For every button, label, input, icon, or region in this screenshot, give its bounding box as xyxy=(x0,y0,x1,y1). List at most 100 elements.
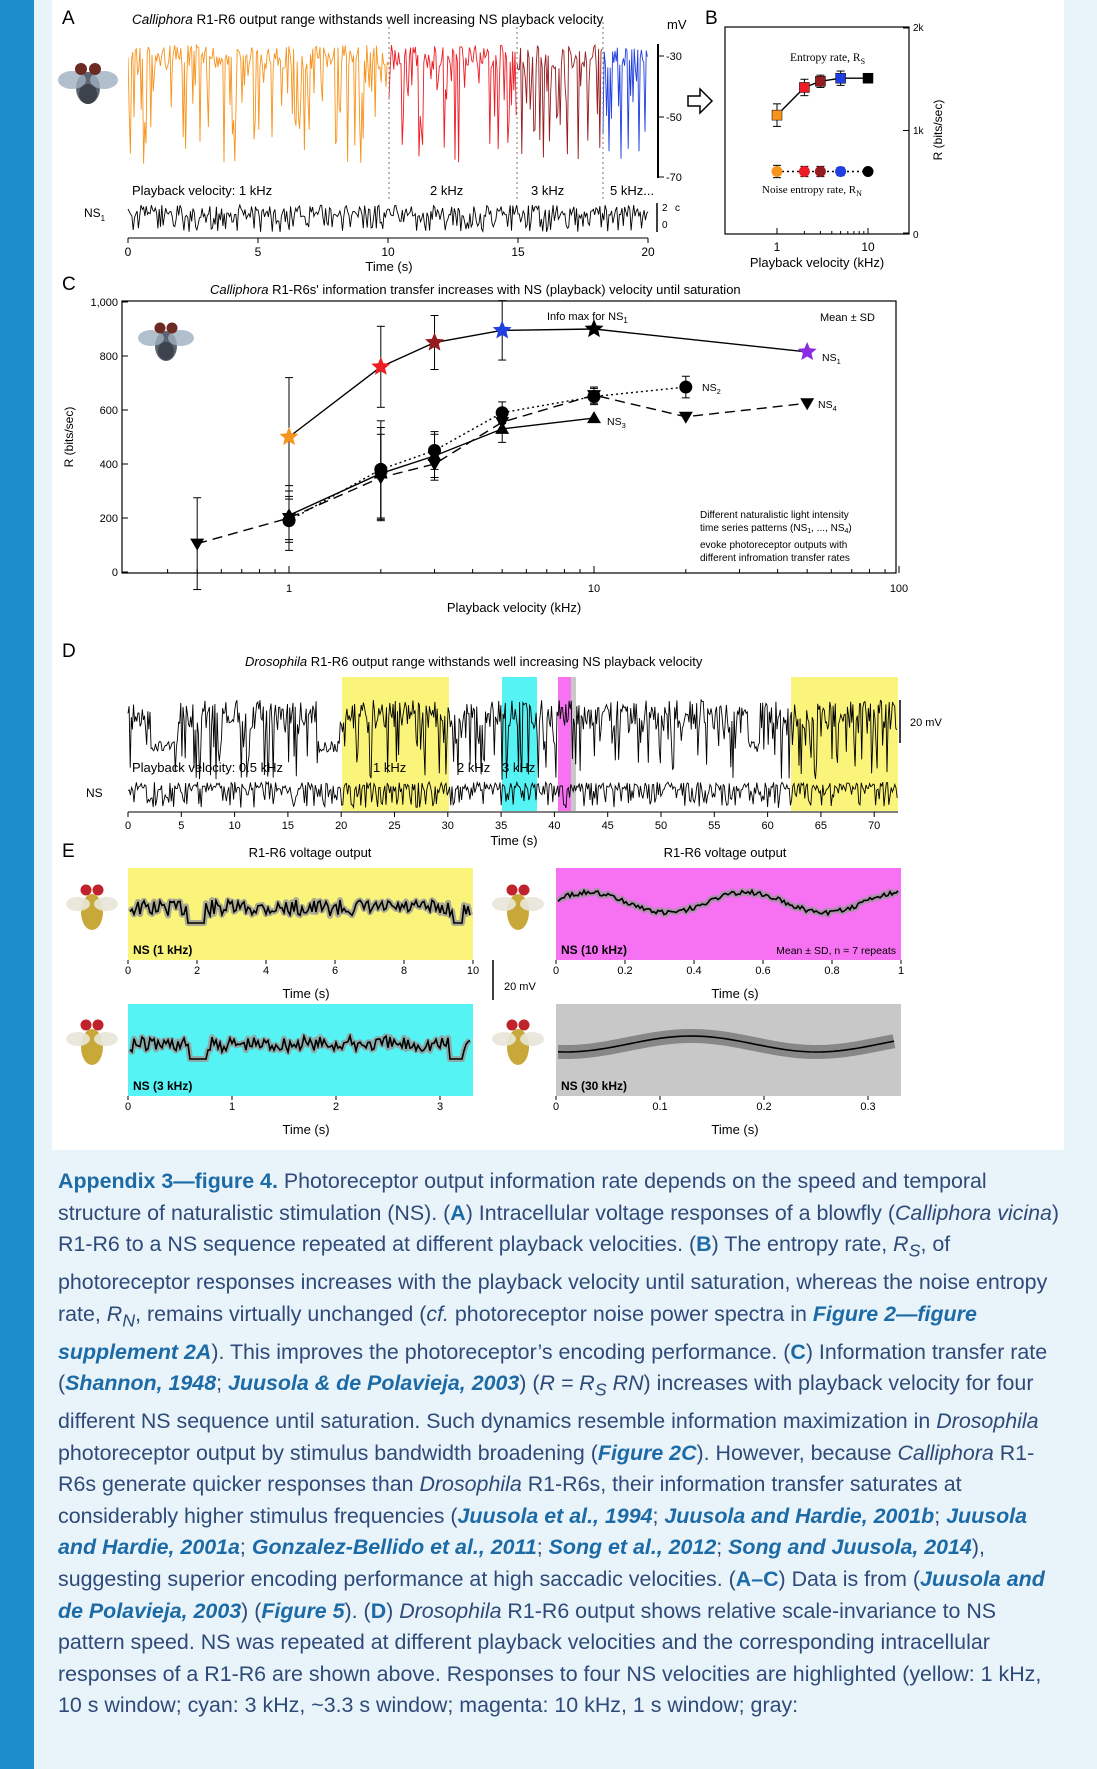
voltage-trace xyxy=(128,43,389,164)
voltage-trace xyxy=(516,43,603,160)
data-point xyxy=(282,513,296,525)
drosophila-icon xyxy=(492,884,544,930)
data-point xyxy=(862,72,874,84)
x-tick: 10 xyxy=(467,965,479,977)
panel-e-header: R1-R6 voltage output xyxy=(664,845,787,860)
series-label-ns1: NS1 xyxy=(822,352,841,366)
figure-caption: Appendix 3—figure 4. Photoreceptor outpu… xyxy=(58,1169,1060,1718)
data-point xyxy=(799,82,810,93)
y-tick: 1,000 xyxy=(90,297,118,309)
data-point xyxy=(835,72,846,84)
x-tick: 65 xyxy=(815,820,827,832)
mean-trace xyxy=(557,1035,895,1053)
caption-link[interactable]: Juusola et al., 1994 xyxy=(457,1503,653,1528)
caption-link[interactable]: Juusola & de Polavieja, 2003 xyxy=(227,1371,520,1396)
data-point xyxy=(771,166,783,177)
panel-c-x-ticks: 1 10 100 xyxy=(167,566,908,595)
x-tick: 55 xyxy=(708,820,720,832)
ns-label: NS xyxy=(86,786,103,800)
caption-link[interactable]: Juusola and de Polavieja, 2003 xyxy=(58,1566,1045,1623)
plot-frame xyxy=(121,300,897,574)
series-line xyxy=(288,328,808,438)
y-axis-label: R (bits/sec) xyxy=(62,407,76,468)
x-axis-label: Time (s) xyxy=(282,1122,329,1137)
caption-link[interactable]: Song et al., 2012 xyxy=(548,1535,717,1560)
y-tick: 2k xyxy=(913,23,925,34)
ns-scale: c xyxy=(675,203,680,214)
x-axis-label: Time (s) xyxy=(711,1122,758,1137)
x-tick: 60 xyxy=(761,820,773,832)
info-max-label: Info max for NS1 xyxy=(547,311,628,325)
panel-b: B Entropy rate, RS Noise entropy rate, R… xyxy=(705,8,945,270)
caption-link[interactable]: Song and Juusola, 2014 xyxy=(728,1535,972,1560)
velocity-label: 2 kHz xyxy=(430,183,463,198)
voltage-trace xyxy=(127,698,898,780)
x-tick: 3 xyxy=(437,1101,443,1113)
caption-link[interactable]: Figure 2C xyxy=(597,1440,697,1465)
x-tick: 35 xyxy=(495,820,507,832)
series-line xyxy=(288,417,595,516)
y-tick: 600 xyxy=(100,405,118,417)
x-tick: 45 xyxy=(602,820,614,832)
data-point xyxy=(373,472,388,485)
scale-label: 20 mV xyxy=(504,981,536,993)
mv-tick: -30 xyxy=(666,51,682,63)
highlight-cyan xyxy=(502,677,537,811)
highlight-gray xyxy=(571,677,576,811)
noise-label: Noise entropy rate, RN xyxy=(762,184,862,198)
drosophila-icon xyxy=(66,1019,118,1065)
panel-a-x-ticks: 0 5 10 15 20 xyxy=(125,238,655,259)
x-tick: 0.6 xyxy=(755,965,770,977)
x-tick: 0 xyxy=(553,1101,559,1113)
x-tick: 1 xyxy=(898,965,904,977)
x-axis-label: Playback velocity (kHz) xyxy=(750,255,884,270)
x-tick: 10 xyxy=(381,245,395,259)
caption-link[interactable]: Shannon, 1948 xyxy=(65,1371,217,1396)
note-line: time series patterns (NS1, ..., NS4) xyxy=(700,523,852,535)
panel-d-ns-trace xyxy=(127,780,898,810)
caption-link[interactable]: Figure 2—figure supplement 2A xyxy=(58,1301,977,1364)
x-tick: 20 xyxy=(335,820,347,832)
ns-stimulus-trace xyxy=(127,780,898,810)
x-tick: 10 xyxy=(228,820,240,832)
y-tick: 800 xyxy=(100,351,118,363)
x-tick: 0.3 xyxy=(860,1101,875,1113)
panel-c: C Calliphora R1-R6s' information transfe… xyxy=(62,274,908,615)
arrow-icon xyxy=(687,87,714,115)
caption-link[interactable]: Juusola and Hardie, 2001b xyxy=(664,1503,935,1528)
mean-sd-label: Mean ± SD xyxy=(820,312,875,324)
y-tick: 1k xyxy=(913,126,925,137)
x-tick: 0 xyxy=(125,965,131,977)
ns-stimulus-trace xyxy=(127,203,649,233)
data-point xyxy=(815,76,826,87)
note-line: evoke photoreceptor outputs with xyxy=(700,540,847,551)
drosophila-icon xyxy=(66,884,118,930)
x-tick: 0.4 xyxy=(686,965,701,977)
x-tick: 0.1 xyxy=(652,1101,667,1113)
panel-d-letter: D xyxy=(62,641,76,662)
panel-c-y-ticks: 0 200 400 600 800 1,000 xyxy=(90,297,128,579)
caption-link[interactable]: Gonzalez-Bellido et al., 2011 xyxy=(251,1535,537,1560)
panel-e: E R1-R6 voltage output R1-R6 voltage out… xyxy=(62,841,904,1137)
panel-b-chart xyxy=(771,27,909,234)
caption-link[interactable]: Juusola and Hardie, 2001a xyxy=(58,1503,1027,1560)
x-tick: 50 xyxy=(655,820,667,832)
caption-link[interactable]: Figure 5 xyxy=(261,1598,345,1623)
panel-c-chart xyxy=(190,300,817,591)
x-tick: 100 xyxy=(890,583,908,595)
panel-e-x-ticks: 0 2 4 6 8 10 0 0.2 0.4 0.6 0.8 10 1 2 3 0 0.1 0.2 0.3 xyxy=(125,960,904,1113)
velocity-label: Playback velocity: 1 kHz xyxy=(132,183,272,198)
data-point xyxy=(587,390,601,403)
panel-b-letter: B xyxy=(705,8,718,29)
x-tick: 5 xyxy=(178,820,184,832)
x-tick: 10 xyxy=(861,240,875,254)
y-tick: 0 xyxy=(913,230,919,241)
data-point xyxy=(814,166,826,177)
velocity-label: 3 kHz xyxy=(531,183,564,198)
note-line: different infromation transfer rates xyxy=(700,553,850,564)
x-tick: 0 xyxy=(125,245,132,259)
x-tick: 2 xyxy=(194,965,200,977)
x-tick: 30 xyxy=(442,820,454,832)
ns-scale: 2 xyxy=(662,203,668,214)
panel-e-traces xyxy=(127,887,901,1062)
